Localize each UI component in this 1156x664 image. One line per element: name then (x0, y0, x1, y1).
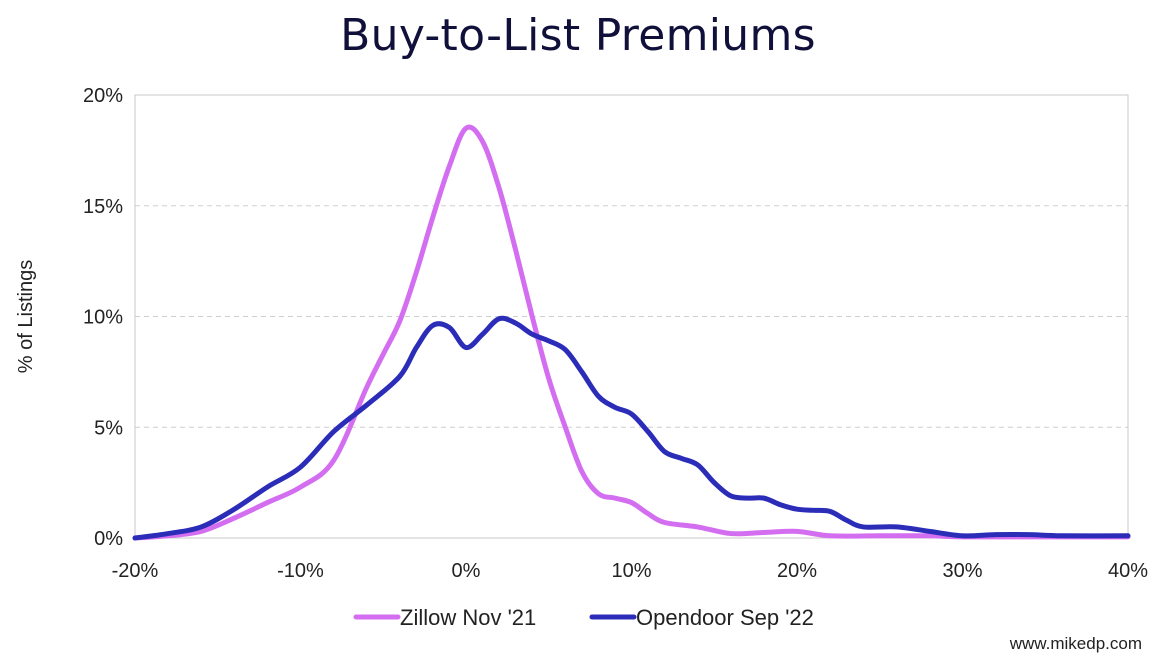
y-tick-label: 0% (94, 528, 123, 550)
y-tick-label: 20% (83, 85, 123, 107)
y-axis-label: % of Listings (15, 260, 37, 373)
y-axis-ticks: 0% 5% 10% 15% 20% (83, 85, 123, 550)
footer-url: www.mikedp.com (1009, 634, 1142, 653)
legend-label-0: Zillow Nov '21 (400, 605, 536, 630)
x-tick-label: 20% (777, 560, 817, 582)
x-tick-label: 40% (1108, 560, 1148, 582)
chart-title: Buy-to-List Premiums (340, 10, 816, 61)
y-tick-label: 15% (83, 196, 123, 218)
x-tick-label: 0% (452, 560, 481, 582)
y-tick-label: 5% (94, 417, 123, 439)
series-line-0 (132, 124, 1131, 541)
series-lines (132, 124, 1131, 541)
x-tick-label: -10% (277, 560, 324, 582)
series-line-1 (132, 315, 1131, 541)
legend-label-1: Opendoor Sep '22 (636, 605, 814, 630)
x-axis-ticks: -20% -10% 0% 10% 20% 30% 40% (112, 560, 1149, 582)
x-tick-label: 30% (942, 560, 982, 582)
x-tick-label: -20% (112, 560, 159, 582)
plot-area (134, 94, 1129, 539)
legend: Zillow Nov '21 Opendoor Sep '22 (353, 605, 814, 630)
y-tick-label: 10% (83, 307, 123, 329)
grid-lines (135, 205, 1128, 428)
x-tick-label: 10% (611, 560, 651, 582)
